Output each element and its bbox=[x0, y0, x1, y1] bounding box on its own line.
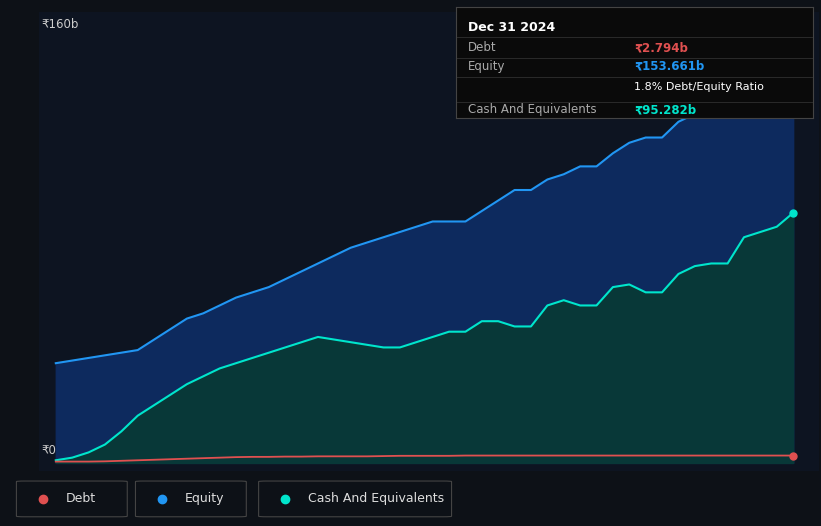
Text: ₹2.794b: ₹2.794b bbox=[635, 41, 688, 54]
Text: ₹160b: ₹160b bbox=[42, 18, 79, 32]
Text: Equity: Equity bbox=[185, 492, 224, 505]
Text: 1.8% Debt/Equity Ratio: 1.8% Debt/Equity Ratio bbox=[635, 82, 764, 92]
Text: Cash And Equivalents: Cash And Equivalents bbox=[308, 492, 444, 505]
Text: Cash And Equivalents: Cash And Equivalents bbox=[468, 103, 597, 116]
Text: ₹0: ₹0 bbox=[42, 444, 57, 457]
Text: Equity: Equity bbox=[468, 60, 506, 73]
Text: ₹153.661b: ₹153.661b bbox=[635, 60, 704, 73]
Text: ₹95.282b: ₹95.282b bbox=[635, 103, 696, 116]
Text: Dec 31 2024: Dec 31 2024 bbox=[468, 21, 555, 34]
Text: Debt: Debt bbox=[66, 492, 96, 505]
Text: Debt: Debt bbox=[468, 41, 497, 54]
